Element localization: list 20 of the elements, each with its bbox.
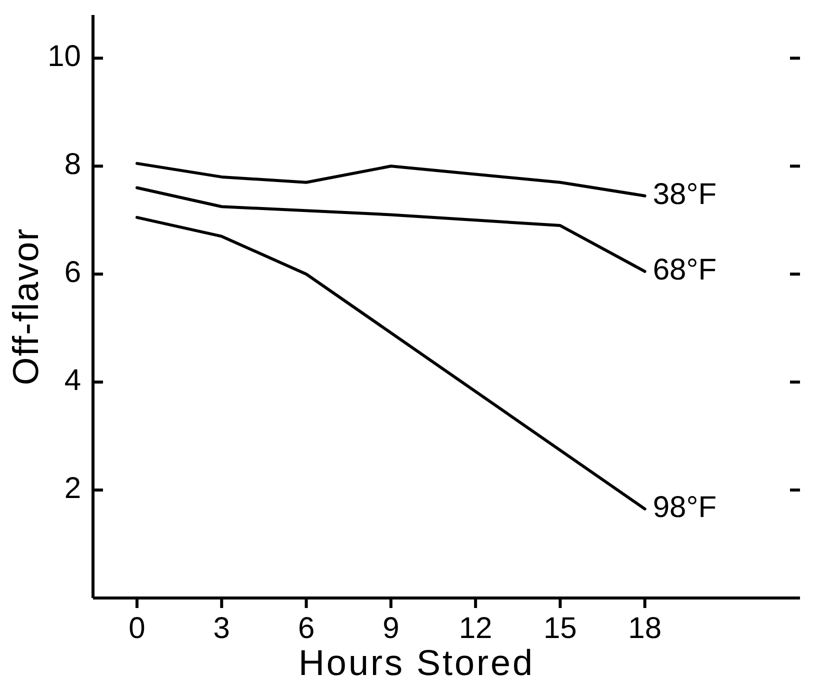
y-tick-label: 10 [48,40,81,74]
series-label: 68°F [652,253,717,286]
y-tick-label: 2 [64,472,81,505]
series-label: 38°F [652,178,717,211]
x-tick-label: 6 [298,612,315,645]
x-tick-label: 9 [382,612,400,645]
line-series [136,186,646,273]
x-tick-label: 15 [544,612,577,645]
line-series [136,216,646,510]
x-tick-label: 12 [458,612,492,645]
x-tick-label: 0 [128,612,146,645]
x-tick-label: 3 [213,612,230,645]
x-tick-label: 18 [628,612,662,645]
y-tick-label: 8 [64,148,81,182]
y-axis-title: Off-flavor [5,228,46,386]
series-label: 98°F [652,490,717,524]
x-axis-title: Hours Stored [298,642,535,683]
y-tick-label: 4 [64,364,81,397]
line-series [136,162,646,198]
y-tick-label: 6 [64,256,81,290]
